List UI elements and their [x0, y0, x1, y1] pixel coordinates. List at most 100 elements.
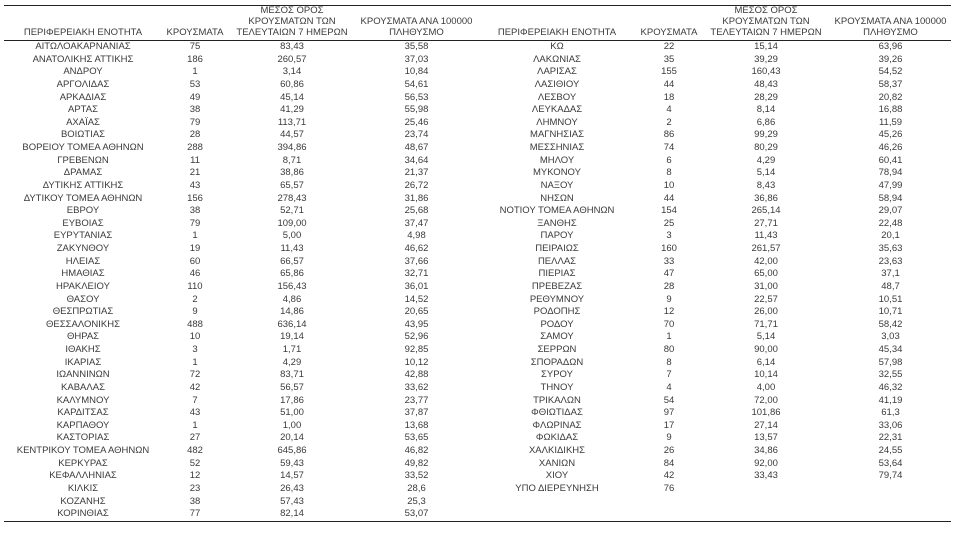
cell-per100k: 53,07 [404, 508, 429, 520]
cell-per100k: 35,58 [404, 41, 429, 52]
cell-cases: 7 [192, 394, 198, 406]
cell-region: ΝΗΣΩΝ [540, 192, 574, 204]
cell-avg7: 28,29 [754, 91, 778, 103]
cell-avg7: 8,14 [756, 104, 776, 116]
cell-region: ΣΠΟΡΑΔΩΝ [530, 356, 584, 368]
header-cell-avg7: ΜΕΣΟΣ ΟΡΟΣ ΚΡΟΥΣΜΑΤΩΝ ΤΩΝ ΤΕΛΕΥΤΑΙΩΝ 7 Η… [710, 5, 822, 38]
cell-region: ΑΝΑΤΟΛΙΚΗΣ ΑΤΤΙΚΗΣ [32, 53, 134, 65]
cell-region: ΚΕΡΚΥΡΑΣ [58, 457, 108, 469]
region-table-right: ΚΩ 22 15,14 63,96 ΛΑΚΩΝΙΑΣ 35 39,29 39,26 ΛΑΡΙΣΑ… [478, 41, 951, 496]
cell-cases: 17 [663, 419, 675, 431]
cell-avg7: 26,43 [280, 482, 304, 494]
cell-cases: 8 [666, 167, 672, 179]
cell-per100k: 34,64 [404, 154, 429, 166]
cell-cases: 9 [666, 293, 672, 305]
cell-region: ΔΡΑΜΑΣ [63, 167, 103, 179]
cell-avg7: 101,86 [751, 407, 781, 419]
cell-cases: 97 [663, 407, 675, 419]
cell-per100k: 46,26 [878, 142, 903, 153]
cell-avg7: 15,14 [754, 41, 778, 52]
cell-region: ΑΝΔΡΟΥ [63, 66, 103, 78]
table-row: ΚΟΖΑΝΗΣ 38 57,43 25,3 [4, 496, 477, 509]
table-row: ΚΕΦΑΛΛΗΝΙΑΣ 12 14,57 33,52 [4, 470, 477, 483]
cell-per100k: 25,3 [407, 495, 426, 507]
cell-region: ΘΑΣΟΥ [66, 293, 100, 305]
cell-region: ΒΟΙΩΤΙΑΣ [60, 129, 106, 141]
table-row: ΦΘΙΩΤΙΔΑΣ 97 101,86 61,3 [478, 407, 951, 420]
cell-per100k: 58,37 [878, 78, 903, 90]
cell-per100k: 58,94 [878, 192, 903, 204]
cell-avg7: 65,57 [280, 179, 304, 191]
cell-per100k: 20,1 [881, 230, 900, 242]
cell-region: ΜΑΓΝΗΣΙΑΣ [530, 129, 584, 141]
cell-cases: 2 [192, 293, 198, 305]
table-row: ΠΙΕΡΙΑΣ 47 65,00 37,1 [478, 268, 951, 281]
cell-region: ΠΕΛΛΑΣ [537, 255, 577, 267]
cell-avg7: 1,00 [282, 419, 302, 431]
cell-per100k: 4,98 [407, 230, 426, 242]
table-row: ΝΗΣΩΝ 44 36,86 58,94 [478, 193, 951, 206]
cell-per100k: 33,62 [404, 381, 429, 393]
cell-avg7: 5,14 [756, 167, 776, 179]
table-row: ΘΑΣΟΥ 2 4,86 14,52 [4, 294, 477, 307]
cell-cases: 33 [663, 255, 675, 267]
cell-region: ΧΑΝΙΩΝ [538, 457, 576, 469]
table-row: ΣΑΜΟΥ 1 5,14 3,03 [478, 331, 951, 344]
header-left-half: ΠΕΡΙΦΕΡΕΙΑΚΗ ΕΝΟΤΗΤΑ ΚΡΟΥΣΜΑΤΑ ΜΕΣΟΣ ΟΡΟ… [4, 5, 477, 40]
cell-avg7: 82,14 [280, 508, 304, 520]
table-row: ΠΕΙΡΑΙΩΣ 160 261,57 35,63 [478, 243, 951, 256]
cell-cases: 76 [663, 482, 675, 494]
cell-cases: 10 [189, 331, 201, 343]
cell-cases: 46 [189, 268, 201, 280]
table-row: ΡΟΔΟΠΗΣ 12 26,00 10,71 [478, 306, 951, 319]
table-bodies: ΑΙΤΩΛΟΑΚΑΡΝΑΝΙΑΣ 75 83,43 35,58 ΑΝΑΤΟΛΙΚΗΣ Α… [4, 41, 951, 521]
cell-avg7: 261,57 [751, 243, 781, 254]
cell-region: ΘΗΡΑΣ [66, 331, 100, 343]
cell-avg7: 13,57 [754, 432, 778, 444]
cell-avg7: 27,14 [754, 419, 778, 431]
cell-region: ΓΡΕΒΕΝΩΝ [57, 154, 109, 166]
cell-avg7: 66,57 [280, 255, 304, 267]
cell-per100k: 10,12 [404, 356, 429, 368]
table-row: ΠΑΡΟΥ 3 11,43 20,1 [478, 230, 951, 243]
cell-cases: 42 [663, 470, 675, 482]
table-row: ΚΑΛΥΜΝΟΥ 7 17,86 23,77 [4, 395, 477, 408]
cell-avg7: 52,71 [280, 205, 304, 217]
table-row: ΛΕΣΒΟΥ 18 28,29 20,82 [478, 92, 951, 105]
cell-cases: 70 [663, 318, 675, 330]
cell-avg7: 33,43 [754, 470, 778, 482]
cell-region: ΒΟΡΕΙΟΥ ΤΟΜΕΑ ΑΘΗΝΩΝ [22, 142, 144, 153]
cell-region: ΑΙΤΩΛΟΑΚΑΡΝΑΝΙΑΣ [35, 41, 131, 52]
cell-region: ΔΥΤΙΚΗΣ ΑΤΤΙΚΗΣ [42, 179, 124, 191]
cell-region: ΠΕΙΡΑΙΩΣ [535, 243, 579, 254]
cell-region: ΔΥΤΙΚΟΥ ΤΟΜΕΑ ΑΘΗΝΩΝ [23, 192, 143, 204]
cell-avg7: 645,86 [277, 445, 307, 456]
table-row: ΔΥΤΙΚΟΥ ΤΟΜΕΑ ΑΘΗΝΩΝ 156 278,43 31,86 [4, 193, 477, 206]
cell-region: ΡΟΔΟΥ [540, 318, 574, 330]
cell-per100k: 45,26 [878, 129, 903, 141]
table-row: ΚΟΡΙΝΘΙΑΣ 77 82,14 53,07 [4, 508, 477, 521]
cell-cases: 28 [663, 280, 675, 292]
cell-per100k: 79,74 [878, 470, 903, 482]
table-row: ΜΑΓΝΗΣΙΑΣ 86 99,29 45,26 [478, 129, 951, 142]
cell-per100k: 22,48 [878, 217, 903, 229]
table-row: ΗΜΑΘΙΑΣ 46 65,86 32,71 [4, 268, 477, 281]
table-row: ΜΥΚΟΝΟΥ 8 5,14 78,94 [478, 167, 951, 180]
cell-per100k: 53,64 [878, 457, 903, 469]
cell-region: ΚΑΡΔΙΤΣΑΣ [57, 407, 109, 419]
cell-region: ΜΥΚΟΝΟΥ [533, 167, 581, 179]
cell-region: ΑΡΚΑΔΙΑΣ [59, 91, 107, 103]
cell-cases: 8 [666, 356, 672, 368]
table-row: ΧΑΛΚΙΔΙΚΗΣ 26 34,86 24,55 [478, 445, 951, 458]
cell-per100k: 32,71 [404, 268, 429, 280]
cell-region: ΤΗΝΟΥ [540, 381, 574, 393]
cell-cases: 4 [666, 381, 672, 393]
cell-cases: 156 [187, 192, 203, 204]
table-row: ΓΡΕΒΕΝΩΝ 11 8,71 34,64 [4, 155, 477, 168]
table-row: ΘΕΣΣΑΛΟΝΙΚΗΣ 488 636,14 43,95 [4, 319, 477, 332]
cell-per100k: 37,47 [404, 217, 429, 229]
cell-region: ΚΟΖΑΝΗΣ [60, 495, 106, 507]
table-row: ΖΑΚΥΝΘΟΥ 19 11,43 46,62 [4, 243, 477, 256]
cell-avg7: 160,43 [751, 66, 781, 78]
table-row: ΣΥΡΟΥ 7 10,14 32,55 [478, 369, 951, 382]
